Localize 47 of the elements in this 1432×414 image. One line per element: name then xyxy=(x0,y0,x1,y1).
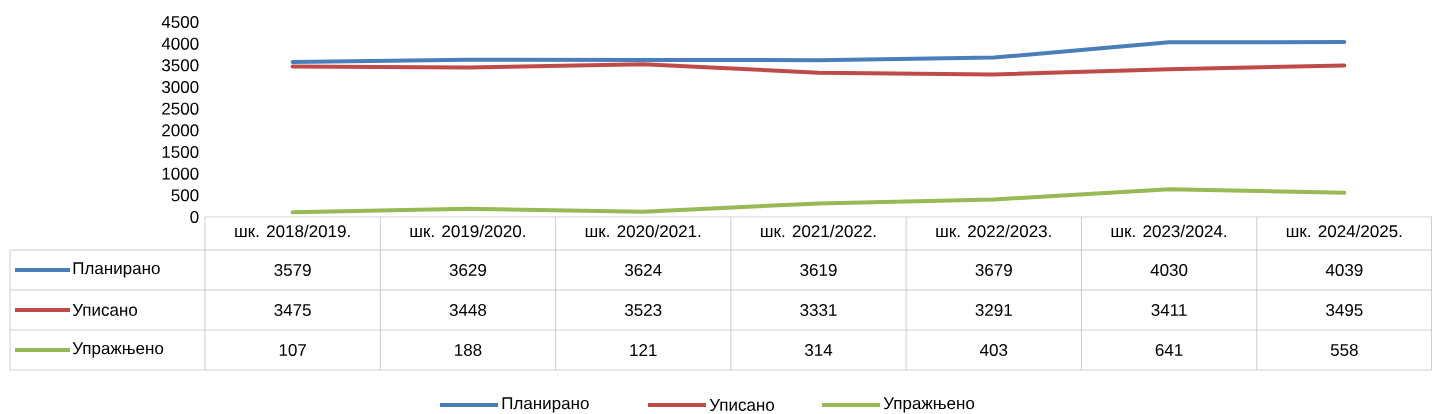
x-tick-label: шк. 2022/2023. xyxy=(936,224,1051,238)
legend-label: Уписано xyxy=(72,304,138,316)
x-tick-label: шк. 2024/2025. xyxy=(1286,224,1402,238)
data-label: 641 xyxy=(1155,343,1183,357)
y-tick-label: 4000 xyxy=(161,37,199,50)
data-label: 3629 xyxy=(449,263,487,277)
data-label: 3291 xyxy=(975,303,1012,317)
data-label: 3679 xyxy=(975,263,1012,277)
y-tick-label: 0 xyxy=(190,210,199,224)
data-label: 107 xyxy=(279,343,306,357)
x-tick-label: шк. 2018/2019. xyxy=(235,224,350,238)
line-series xyxy=(290,39,1347,64)
data-label: 558 xyxy=(1330,343,1358,357)
y-tick-label: 2000 xyxy=(162,124,199,137)
data-label: 3331 xyxy=(800,303,837,317)
text: Упражњено xyxy=(883,397,975,413)
data-label: 4030 xyxy=(1150,263,1188,277)
y-tick-label: 4500 xyxy=(161,15,199,29)
text: Планирано xyxy=(502,397,589,413)
y-tick-label: 1000 xyxy=(162,167,199,180)
x-tick-label: шк. 2021/2022. xyxy=(761,224,876,238)
data-label: 403 xyxy=(980,343,1008,357)
line-series xyxy=(290,62,1347,77)
text: Уписано xyxy=(709,399,775,411)
y-tick-label: 500 xyxy=(171,189,199,202)
data-label: 4039 xyxy=(1325,263,1363,277)
data-label: 188 xyxy=(455,343,482,357)
line-series xyxy=(290,187,1347,215)
data-label: 314 xyxy=(804,343,833,357)
data-label: 3411 xyxy=(1151,303,1187,317)
y-tick-label: 2500 xyxy=(162,102,199,115)
data-label: 3523 xyxy=(624,303,662,317)
data-label: 121 xyxy=(630,344,657,356)
legend-label: Упражњено xyxy=(72,342,164,358)
x-tick-label: шк. 2020/2021. xyxy=(585,224,701,238)
y-tick-label: 1500 xyxy=(162,145,199,159)
data-label: 3475 xyxy=(274,303,311,317)
data-label: 3448 xyxy=(449,303,487,317)
data-label: 3624 xyxy=(624,263,662,277)
data-label: 3579 xyxy=(274,263,311,277)
y-tick-label: 3000 xyxy=(161,80,199,94)
legend-label: Планирано xyxy=(73,262,160,278)
y-tick-label: 3500 xyxy=(161,59,199,72)
x-tick-label: шк. 2023/2024. xyxy=(1111,224,1227,238)
data-label: 3495 xyxy=(1326,303,1363,317)
x-tick-label: шк. 2019/2020. xyxy=(410,224,525,238)
data-label: 3619 xyxy=(800,263,837,277)
